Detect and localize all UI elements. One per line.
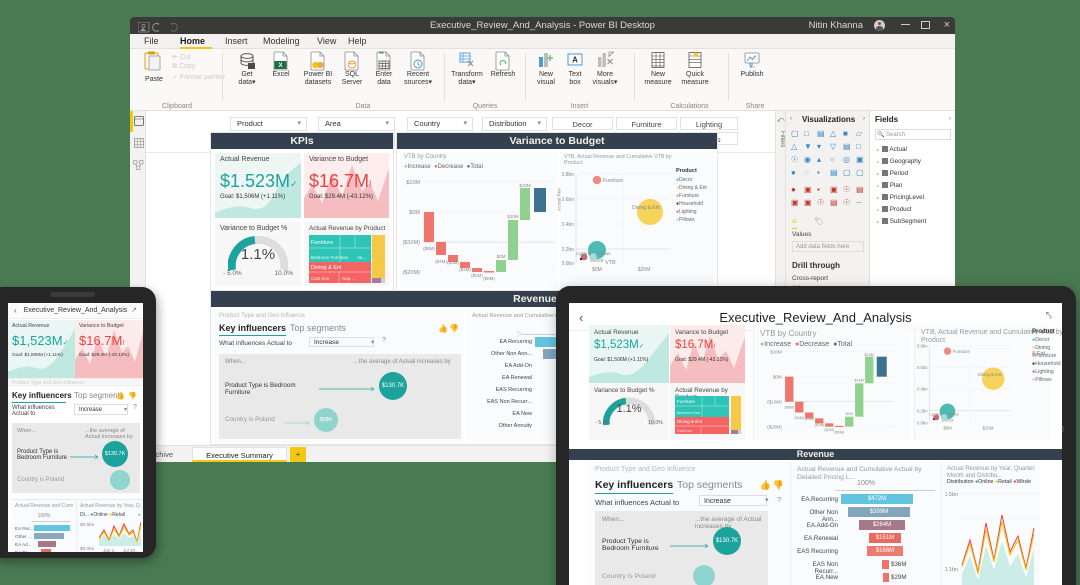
svg-text:$0.4bn: $0.4bn [917, 387, 928, 392]
svg-text:($3M): ($3M) [804, 417, 815, 421]
svg-text:Bedroom Furniture: Bedroom Furniture [311, 255, 349, 260]
svg-text:$10M: $10M [519, 183, 531, 188]
svg-text:($10M): ($10M) [403, 240, 421, 246]
svg-text:$10M: $10M [865, 353, 874, 357]
svg-text:$0.0bn: $0.0bn [562, 261, 574, 267]
svg-text:$2M: $2M [497, 254, 506, 259]
svg-text:$10M: $10M [855, 379, 864, 383]
svg-text:($10M): ($10M) [767, 399, 782, 404]
svg-text:($0M): ($0M) [834, 430, 845, 434]
svg-text:$0.1bn: $0.1bn [945, 567, 958, 573]
svg-text:Pillows: Pillows [597, 251, 610, 256]
svg-text:($8M): ($8M) [423, 246, 435, 251]
svg-text:Dining & Ent: Dining & Ent [677, 419, 703, 424]
svg-text:$0M: $0M [943, 426, 952, 431]
svg-text:Furniture: Furniture [677, 399, 696, 404]
svg-text:Lighting: Lighting [929, 413, 942, 417]
svg-text:$0.8bn: $0.8bn [562, 172, 574, 178]
svg-text:$0M: $0M [409, 210, 420, 216]
svg-text:($8M): ($8M) [784, 405, 795, 409]
svg-text:$0.6bn: $0.6bn [562, 197, 574, 203]
svg-text:($2M): ($2M) [824, 428, 835, 432]
svg-text:Furniture: Furniture [953, 349, 971, 354]
svg-text:$0.5bn: $0.5bn [945, 492, 958, 498]
svg-text:$0.2bn: $0.2bn [917, 408, 928, 413]
svg-text:Furniture: Furniture [311, 240, 333, 246]
svg-text:Lighting: Lighting [576, 251, 592, 256]
svg-text:($2M): ($2M) [459, 267, 471, 272]
svg-text:X: X [278, 63, 282, 69]
svg-text:Dining & Ent: Dining & Ent [632, 205, 660, 211]
svg-text:$10M: $10M [507, 214, 519, 219]
svg-text:$10M: $10M [770, 349, 782, 354]
svg-text:$0.0bn: $0.0bn [917, 420, 928, 425]
svg-text:Nap...: Nap... [342, 276, 354, 281]
svg-text:$2M: $2M [846, 412, 853, 416]
svg-text:($4M): ($4M) [435, 259, 447, 264]
svg-text:($2M): ($2M) [814, 423, 825, 427]
svg-text:$0.2bn: $0.2bn [562, 247, 574, 253]
svg-text:Va...: Va... [357, 255, 366, 260]
svg-text:$10M: $10M [406, 180, 420, 186]
svg-text:($20M): ($20M) [403, 270, 421, 276]
svg-text:($2M): ($2M) [471, 273, 483, 278]
svg-text:Dining & Ent: Dining & Ent [978, 372, 1003, 377]
svg-text:Dining & Ent: Dining & Ent [311, 265, 342, 271]
svg-text:$0M: $0M [592, 267, 602, 273]
svg-text:$7M: $7M [878, 353, 885, 357]
svg-text:($4M): ($4M) [794, 416, 805, 420]
svg-text:($3M): ($3M) [447, 260, 459, 265]
svg-text:$0.6bn: $0.6bn [917, 365, 928, 370]
svg-text:($0M): ($0M) [483, 276, 495, 281]
svg-text:$0M: $0M [773, 374, 782, 379]
svg-text:Cast Iron: Cast Iron [677, 429, 692, 433]
svg-text:$20M: $20M [983, 426, 994, 431]
svg-text:Pillows: Pillows [948, 413, 960, 417]
svg-text:$0.4bn: $0.4bn [562, 222, 574, 228]
svg-text:($20M): ($20M) [767, 424, 782, 429]
svg-text:$0.8bn: $0.8bn [917, 344, 928, 349]
svg-text:$7M: $7M [536, 183, 545, 188]
svg-text:$20M: $20M [638, 267, 651, 273]
svg-text:A: A [572, 56, 578, 65]
svg-text:Bedroom Furn.: Bedroom Furn. [677, 411, 701, 415]
svg-text:Cast Iron: Cast Iron [311, 276, 330, 281]
svg-text:Furniture: Furniture [603, 178, 623, 184]
